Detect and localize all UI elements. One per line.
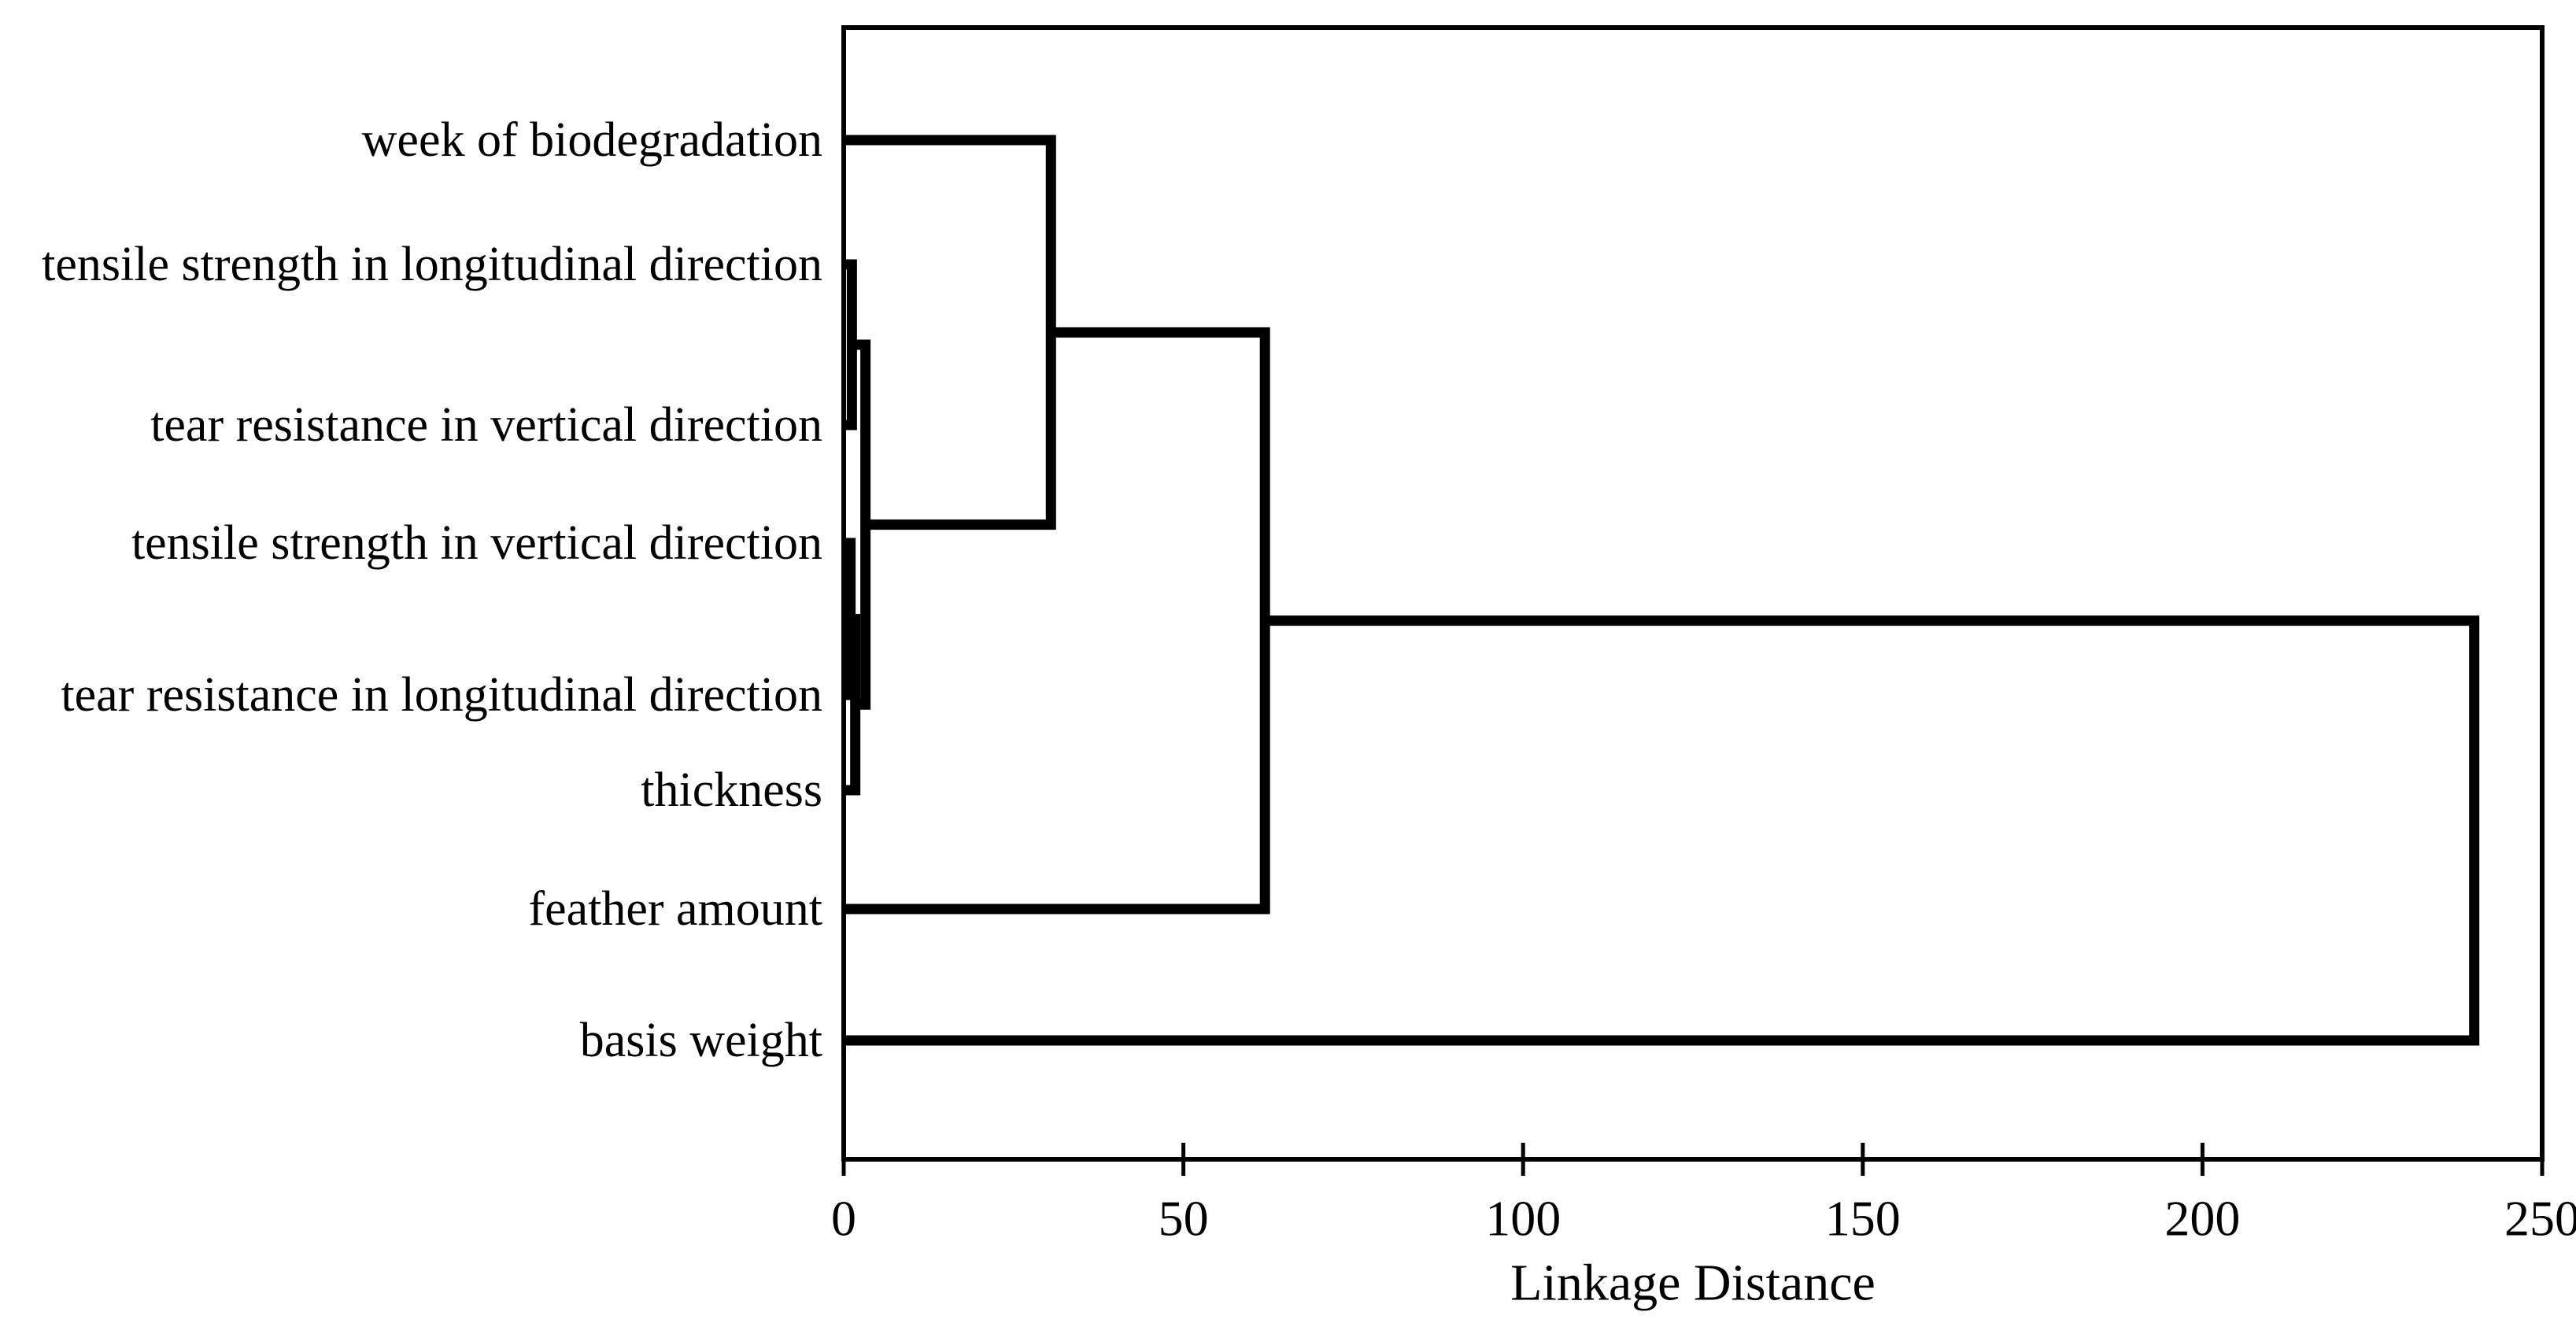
leaf-label: feather amount <box>528 882 822 936</box>
plot-border <box>841 25 2545 1162</box>
x-tick-label: 0 <box>831 1191 856 1247</box>
dendrogram-link <box>844 615 2480 1046</box>
x-tick-label: 200 <box>2164 1191 2240 1247</box>
leaf-label: thickness <box>641 763 822 817</box>
x-tick-label: 150 <box>1825 1191 1901 1247</box>
dendrogram-link <box>844 614 861 796</box>
x-tick-label: 250 <box>2504 1191 2576 1247</box>
dendrogram-link <box>852 339 871 710</box>
leaf-label: tear resistance in longitudinal directio… <box>61 668 822 722</box>
dendrogram-link <box>844 327 1270 915</box>
x-tick-label: 50 <box>1159 1191 1209 1247</box>
leaf-label: tear resistance in vertical direction <box>150 398 822 452</box>
leaf-label: basis weight <box>580 1014 822 1067</box>
x-axis-title: Linkage Distance <box>1510 1255 1876 1312</box>
leaf-label: tensile strength in longitudinal directi… <box>42 238 822 291</box>
x-tick-label: 100 <box>1485 1191 1561 1247</box>
leaf-label: tensile strength in vertical direction <box>131 516 822 570</box>
leaf-label: week of biodegradation <box>362 113 822 167</box>
